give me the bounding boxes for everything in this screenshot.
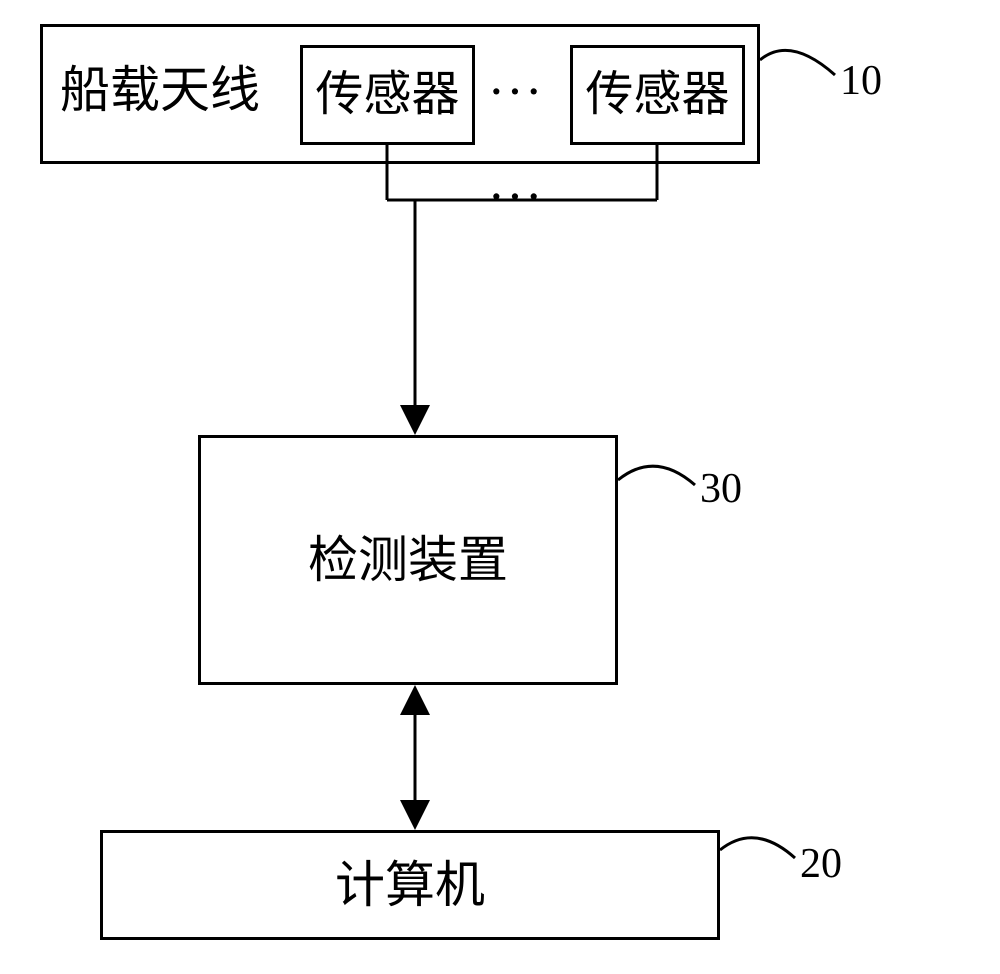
connectors-svg	[0, 0, 1000, 974]
system-diagram: 船载天线 传感器 传感器 ··· ··· 检测装置 计算机 10 30 20	[0, 0, 1000, 974]
